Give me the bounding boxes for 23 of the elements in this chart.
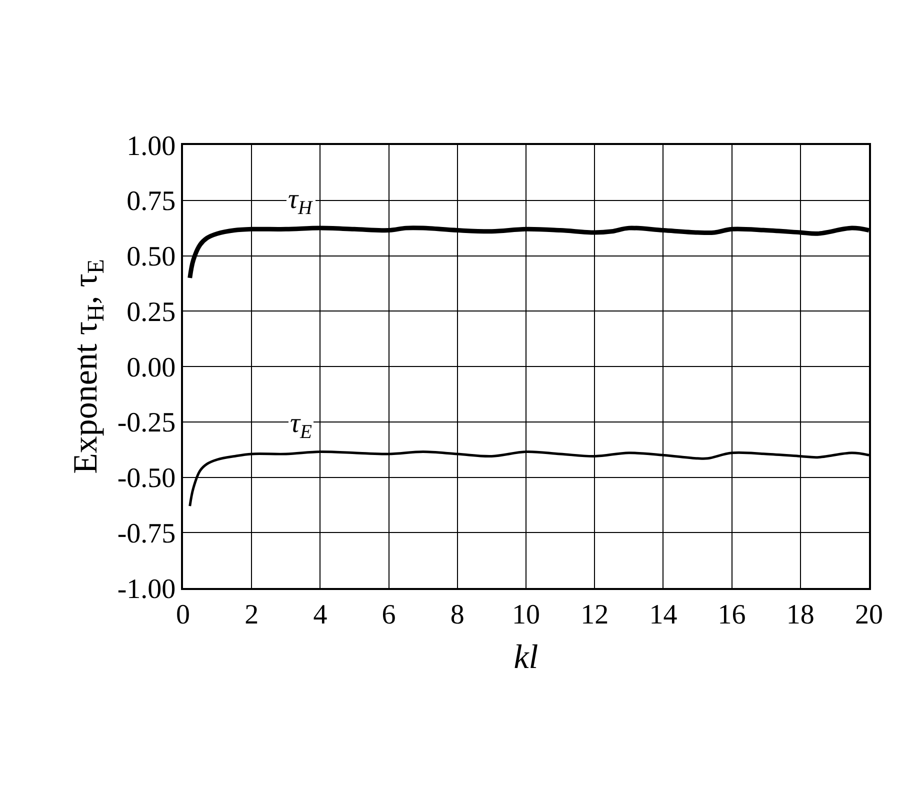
x-tick-label: 4	[313, 599, 328, 630]
series-label: τ$_{E}$	[290, 408, 312, 443]
x-tick-label: 14	[649, 599, 678, 630]
y-tick-label: -1.00	[117, 574, 176, 605]
y-tick-label: -0.50	[117, 463, 176, 494]
y-tick-label: 0.00	[126, 352, 176, 384]
x-tick-label: 20	[855, 599, 883, 630]
x-tick-label: 18	[786, 599, 814, 630]
x-tick-label: 2	[244, 599, 259, 630]
x-tick-label: 16	[718, 599, 746, 630]
y-tick-label: 0.50	[126, 242, 176, 273]
x-tick-label: 6	[382, 599, 396, 630]
x-tick-label: 12	[580, 599, 609, 630]
y-tick-label: 0.75	[126, 186, 176, 218]
y-tick-label: -0.75	[117, 518, 176, 550]
y-tick-label: 0.25	[126, 296, 176, 328]
x-axis-title: kl	[514, 639, 538, 676]
x-tick-label: 10	[512, 599, 540, 630]
series-label: τ$_{H}$	[288, 184, 314, 219]
x-tick-label: 0	[176, 599, 190, 630]
x-tick-label: 8	[450, 599, 464, 630]
y-tick-label: 1.00	[126, 130, 176, 162]
y-tick-label: -0.25	[117, 408, 176, 439]
